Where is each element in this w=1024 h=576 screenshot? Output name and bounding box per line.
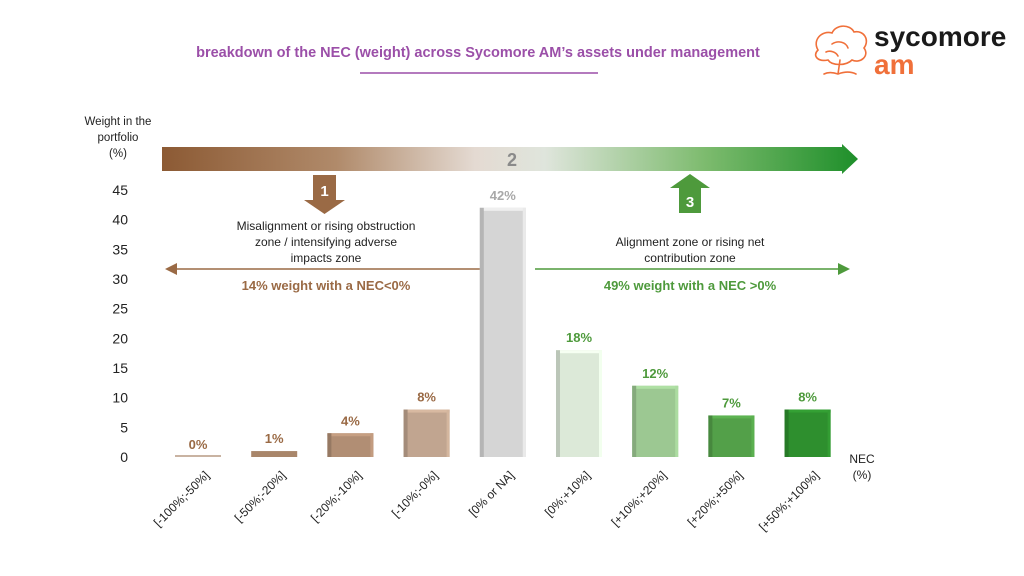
- x-tick-label: [-20%;-10%]: [308, 468, 365, 525]
- svg-text:portfolio: portfolio: [98, 132, 139, 144]
- bar-value-label: 0%: [189, 437, 208, 452]
- x-tick-label: [+10%;+20%]: [608, 468, 669, 529]
- zone-1-description: Misalignment or rising obstruction zone …: [237, 219, 416, 265]
- right-zone-summary: 49% weight with a NEC >0%: [604, 278, 777, 293]
- y-tick-label: 0: [120, 449, 128, 465]
- bar-5: [556, 350, 602, 457]
- y-tick-label: 15: [112, 360, 128, 376]
- bar-value-label: 7%: [722, 395, 741, 410]
- bar-value-label: 4%: [341, 413, 360, 428]
- x-tick-label: [+20%;+50%]: [685, 468, 746, 529]
- svg-text:impacts zone: impacts zone: [291, 251, 362, 265]
- chart-title: breakdown of the NEC (weight) across Syc…: [196, 45, 760, 61]
- bar-0: [175, 455, 221, 457]
- y-axis-title-line: Weight in the: [85, 116, 152, 128]
- x-tick-label: [-100%;-50%]: [151, 468, 212, 529]
- y-tick-label: 20: [112, 330, 128, 346]
- bar-8: [784, 409, 831, 457]
- bar-2: [327, 433, 374, 457]
- x-axis-title-line: NEC: [849, 452, 875, 466]
- x-tick-label: [+50%;+100%]: [756, 468, 822, 534]
- y-tick-label: 40: [112, 212, 128, 228]
- bar-value-label: 8%: [798, 390, 817, 405]
- y-tick-label: 5: [120, 419, 128, 435]
- svg-text:contribution zone: contribution zone: [644, 251, 736, 265]
- bar-value-label: 12%: [642, 366, 668, 381]
- nec-gradient-arrow: 2: [162, 144, 858, 174]
- y-tick-label: 30: [112, 271, 128, 287]
- zone-1-marker: 1: [304, 175, 345, 214]
- logo-word-sycomore: sycomore: [874, 21, 1006, 52]
- bars: 0% 1% 4% 8% 42% 18% 12% 7% 8%: [175, 188, 831, 457]
- bar-7: [708, 415, 755, 457]
- x-axis-title: NEC (%): [849, 452, 875, 482]
- y-tick-label: 25: [112, 301, 128, 317]
- x-tick-label: [-10%;-0%]: [389, 468, 441, 520]
- left-zone-summary: 14% weight with a NEC<0%: [242, 278, 411, 293]
- bar-value-label: 8%: [417, 390, 436, 405]
- svg-text:zone / intensifying adverse: zone / intensifying adverse: [255, 235, 397, 249]
- bar-value-label: 42%: [490, 188, 516, 203]
- bar-4: [479, 207, 526, 457]
- sycomore-logo: sycomore am: [814, 21, 1006, 80]
- x-tick-label: [0% or NA]: [466, 468, 517, 519]
- y-tick-label: 45: [112, 182, 128, 198]
- tree-icon: [814, 25, 868, 75]
- zone-3-marker: 3: [670, 174, 710, 213]
- bar-1: [251, 451, 298, 457]
- x-tick-label: [0%;+10%]: [542, 468, 593, 519]
- zone-number-2: 2: [507, 150, 517, 170]
- y-tick-label: 35: [112, 241, 128, 257]
- bar-value-label: 18%: [566, 330, 592, 345]
- svg-text:Alignment zone or rising net: Alignment zone or rising net: [616, 235, 765, 249]
- bar-6: [632, 385, 679, 457]
- bar-value-label: 1%: [265, 431, 284, 446]
- y-axis-ticks: 0 5 10 15 20 25 30 35 40 45: [112, 182, 128, 465]
- left-zone-arrow: [165, 263, 486, 275]
- zone-number-1: 1: [320, 183, 328, 200]
- y-axis-title: Weight in the portfolio (%): [85, 116, 152, 160]
- svg-text:Misalignment or rising obstruc: Misalignment or rising obstruction: [237, 219, 416, 233]
- x-axis-ticks: [-100%;-50%] [-50%;-20%] [-20%;-10%] [-10%;…: [151, 468, 822, 534]
- bar-3: [403, 409, 450, 457]
- x-tick-label: [-50%;-20%]: [232, 468, 289, 525]
- svg-text:(%): (%): [109, 148, 127, 160]
- logo-word-am: am: [874, 49, 914, 80]
- right-zone-arrow: [535, 263, 850, 275]
- zone-number-3: 3: [686, 194, 694, 211]
- zone-3-description: Alignment zone or rising net contributio…: [616, 235, 765, 265]
- y-tick-label: 10: [112, 390, 128, 406]
- svg-text:(%): (%): [853, 468, 872, 482]
